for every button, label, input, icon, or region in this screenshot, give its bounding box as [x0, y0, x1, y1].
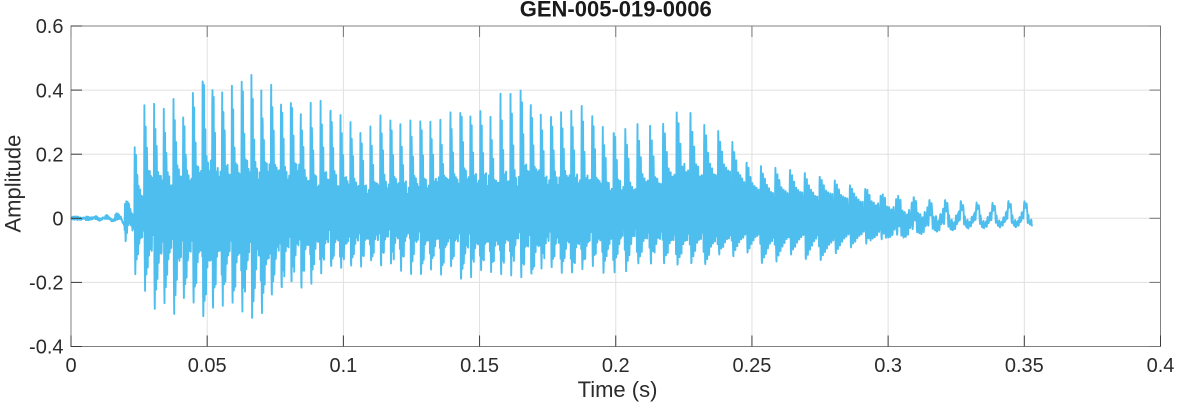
svg-text:0: 0 [52, 209, 63, 231]
svg-text:GEN-005-019-0006: GEN-005-019-0006 [520, 0, 712, 22]
svg-text:0.3: 0.3 [874, 355, 902, 377]
svg-text:0.15: 0.15 [460, 355, 499, 377]
svg-text:0.25: 0.25 [732, 355, 771, 377]
svg-text:0.4: 0.4 [36, 80, 64, 102]
svg-text:Time (s): Time (s) [578, 377, 658, 402]
svg-text:0: 0 [65, 355, 76, 377]
svg-text:0.6: 0.6 [36, 16, 64, 38]
svg-text:0.4: 0.4 [1147, 355, 1175, 377]
svg-text:-0.2: -0.2 [29, 273, 63, 295]
svg-text:-0.4: -0.4 [29, 337, 63, 359]
svg-text:Amplitude: Amplitude [1, 135, 26, 233]
svg-text:0.2: 0.2 [602, 355, 630, 377]
svg-text:0.05: 0.05 [188, 355, 227, 377]
svg-text:0.35: 0.35 [1005, 355, 1044, 377]
svg-text:0.2: 0.2 [36, 144, 64, 166]
svg-text:0.1: 0.1 [329, 355, 357, 377]
